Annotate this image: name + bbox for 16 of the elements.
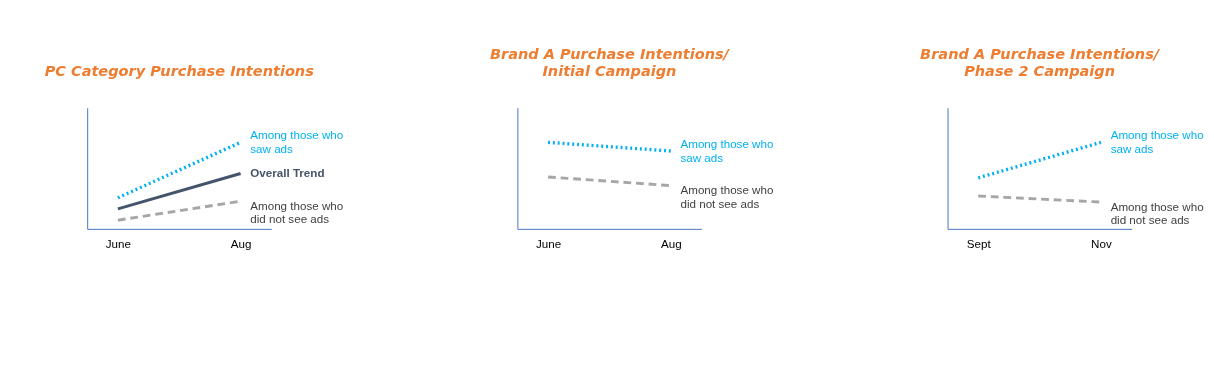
series-label: Overall Trend xyxy=(250,166,325,180)
chart-title: Brand A Purchase Intentions/ Initial Campaign xyxy=(489,46,731,79)
x-tick-label: June xyxy=(105,236,131,250)
x-tick-label: Sept xyxy=(966,236,992,250)
chart-title: PC Category Purchase Intentions xyxy=(44,62,315,79)
series-label: Among those who saw ads xyxy=(250,128,344,156)
series-label: Among those who saw ads xyxy=(1110,128,1204,156)
series-label: Among those who did not see ads xyxy=(250,198,344,226)
x-tick-label: Nov xyxy=(1091,236,1112,250)
series-label: Among those who did not see ads xyxy=(680,183,774,210)
series-label: Among those who did not see ads xyxy=(1110,199,1204,227)
series-label: Among those who saw ads xyxy=(680,137,774,164)
x-tick-label: Aug xyxy=(660,236,682,250)
x-tick-label: Aug xyxy=(230,236,252,250)
chart-title: Brand A Purchase Intentions/ Phase 2 Campaign xyxy=(920,46,1161,79)
x-tick-label: June xyxy=(535,236,562,250)
